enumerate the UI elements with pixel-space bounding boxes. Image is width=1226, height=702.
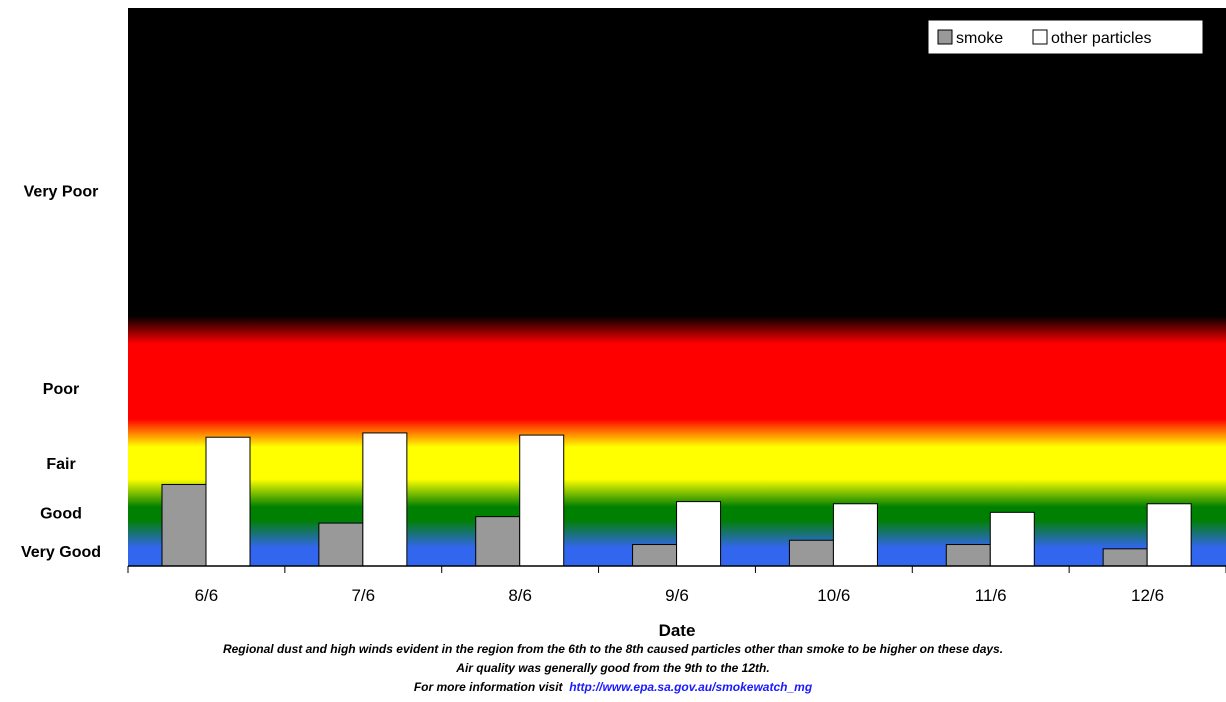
x-tick-label-10-6: 10/6 bbox=[817, 586, 850, 605]
legend-label-smoke: smoke bbox=[956, 30, 1003, 47]
y-axis: Very Good Good Fair Poor Very Poor bbox=[21, 183, 101, 561]
bar-smoke-11-6 bbox=[945, 544, 991, 567]
legend-swatch-smoke bbox=[937, 29, 953, 45]
x-tick-label-7-6: 7/6 bbox=[351, 586, 375, 605]
legend-label-other-particles: other particles bbox=[1051, 30, 1152, 47]
x-tick-label-12-6: 12/6 bbox=[1131, 586, 1164, 605]
x-tick-label-6-6: 6/6 bbox=[195, 586, 219, 605]
bar-smoke-7-6 bbox=[318, 522, 364, 567]
x-tick-label-8-6: 8/6 bbox=[508, 586, 532, 605]
bar-smoke-9-6 bbox=[632, 544, 678, 567]
bar-other-particles-11-6 bbox=[989, 511, 1035, 567]
y-label-very-good: Very Good bbox=[21, 544, 101, 561]
footnote-line-2: Air quality was generally good from the … bbox=[456, 661, 770, 675]
bar-other-particles-8-6 bbox=[519, 434, 565, 567]
x-tick-label-9-6: 9/6 bbox=[665, 586, 689, 605]
bar-smoke-12-6 bbox=[1102, 548, 1148, 567]
bar-smoke-6-6 bbox=[161, 483, 207, 567]
x-tick-label-11-6: 11/6 bbox=[975, 586, 1007, 605]
epa-link[interactable]: http://www.epa.sa.gov.au/smokewatch_mg bbox=[569, 680, 813, 694]
legend-box bbox=[927, 19, 1204, 55]
x-axis-title: Date bbox=[659, 621, 696, 640]
plot-background bbox=[128, 8, 1226, 566]
x-axis: 6/6 7/6 8/6 9/6 10/6 11/6 12/6 bbox=[127, 565, 1226, 605]
footnote-prefix: For more information visit bbox=[413, 680, 563, 694]
bars-group bbox=[161, 432, 1192, 567]
footnote-line-3: For more information visit http://www.ep… bbox=[0, 680, 1226, 694]
y-label-good: Good bbox=[40, 505, 82, 522]
y-label-poor: Poor bbox=[43, 381, 79, 398]
bar-other-particles-12-6 bbox=[1146, 503, 1192, 567]
bar-other-particles-7-6 bbox=[362, 432, 408, 567]
bar-smoke-8-6 bbox=[475, 516, 521, 567]
bar-other-particles-9-6 bbox=[676, 501, 722, 567]
bar-other-particles-6-6 bbox=[205, 436, 251, 567]
legend: smoke other particles bbox=[927, 19, 1204, 55]
y-label-very-poor: Very Poor bbox=[24, 183, 99, 200]
bar-smoke-10-6 bbox=[788, 539, 834, 567]
bar-other-particles-10-6 bbox=[832, 503, 878, 567]
legend-swatch-other-particles bbox=[1032, 29, 1048, 45]
footnote-line-1: Regional dust and high winds evident in … bbox=[222, 642, 1004, 656]
y-label-fair: Fair bbox=[46, 456, 75, 473]
